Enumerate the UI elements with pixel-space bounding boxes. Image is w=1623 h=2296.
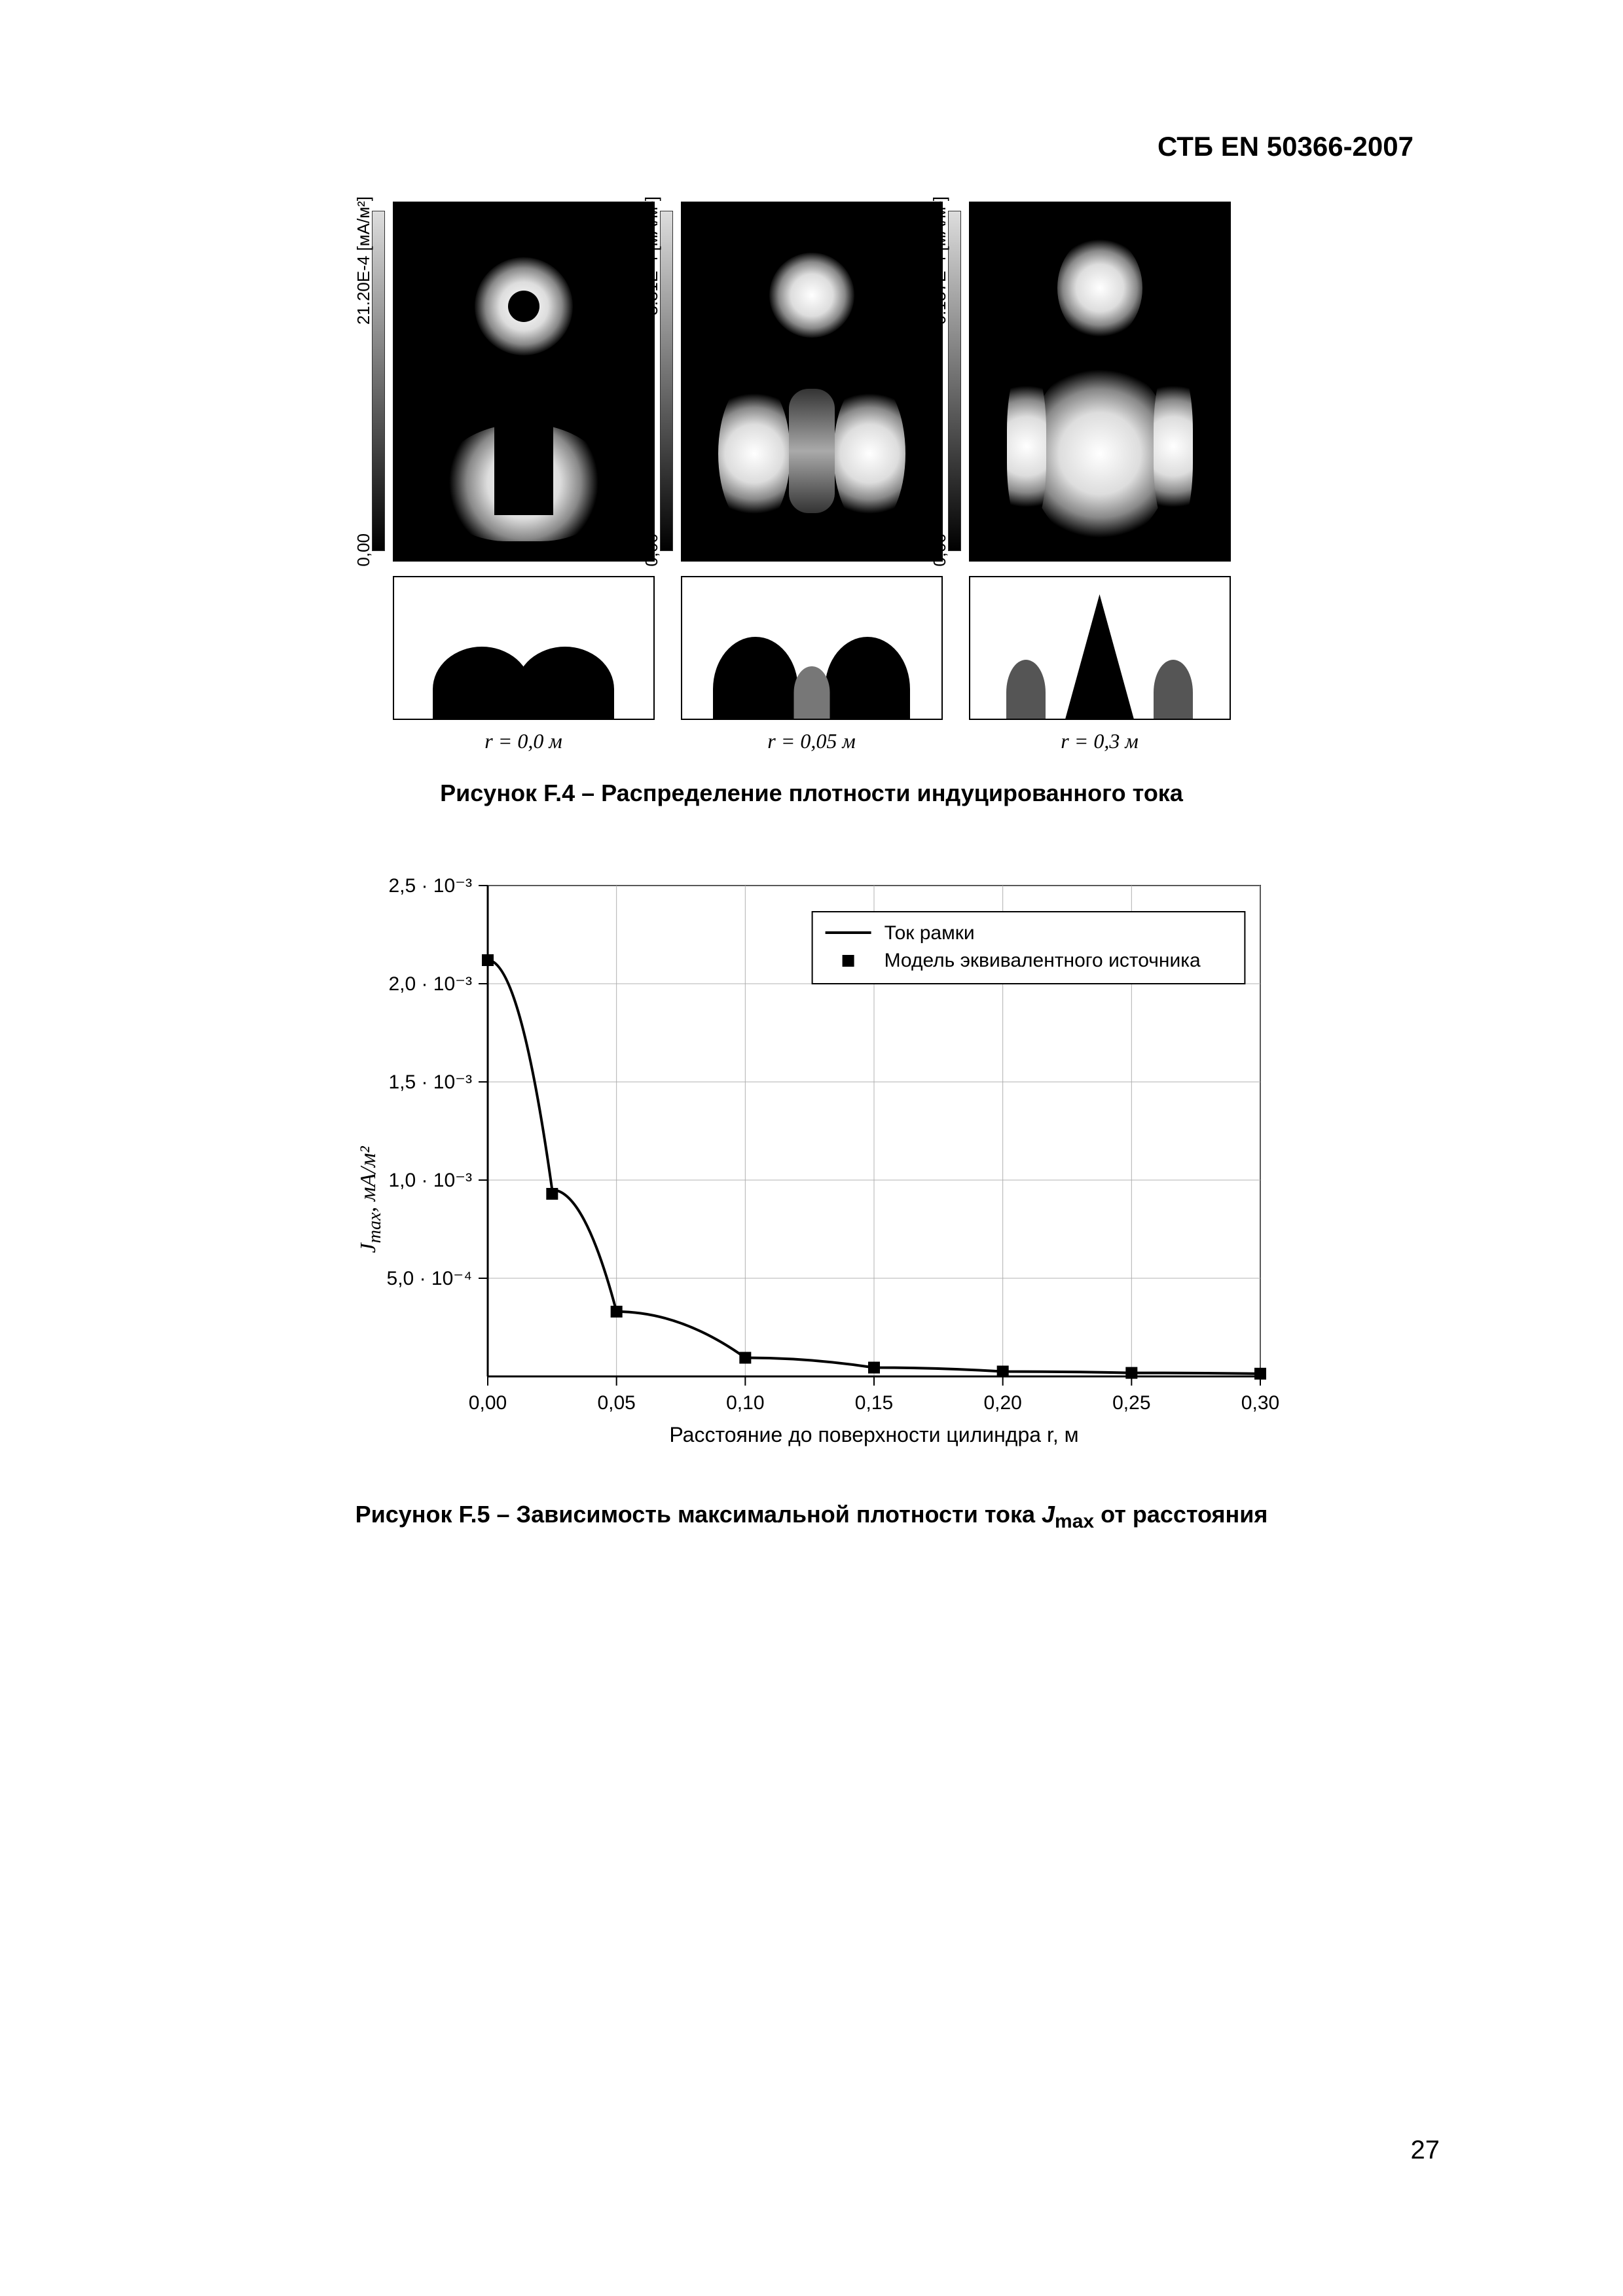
fig4-panel: 0.157E-4 [мА/м²] 0,00 r = 0,3 м <box>969 202 1231 753</box>
density-image <box>681 202 943 562</box>
svg-text:2,0 · 10⁻³: 2,0 · 10⁻³ <box>388 973 472 995</box>
svg-text:0,10: 0,10 <box>726 1392 764 1414</box>
svg-text:2,5 · 10⁻³: 2,5 · 10⁻³ <box>388 875 472 897</box>
colorbar-max: 3.31E-4 [мА/м²] <box>642 196 662 315</box>
fig4-panel: 3.31E-4 [мА/м²] 0,00 r = 0,05 м <box>681 202 943 753</box>
svg-text:1,5 · 10⁻³: 1,5 · 10⁻³ <box>388 1071 472 1093</box>
density-sub-image <box>681 576 943 720</box>
colorbar-max: 0.157E-4 [мА/м²] <box>930 196 950 325</box>
colorbar-min: 0,00 <box>642 533 662 567</box>
svg-text:0,25: 0,25 <box>1112 1392 1150 1414</box>
svg-text:Ток рамки: Ток рамки <box>884 922 974 944</box>
svg-text:1,0 · 10⁻³: 1,0 · 10⁻³ <box>388 1170 472 1191</box>
colorbar-min: 0,00 <box>354 533 374 567</box>
density-sub-image <box>969 576 1231 720</box>
svg-text:0,00: 0,00 <box>468 1392 506 1414</box>
figure-f4: 21.20E-4 [мА/м²] 0,00 r = 0,0 м 3.31E-4 … <box>393 202 1231 807</box>
r-label: r = 0,0 м <box>484 729 562 753</box>
chart-ylabel: Jmax, мА/м² <box>356 1146 386 1253</box>
colorbar-min: 0,00 <box>930 533 950 567</box>
r-label: r = 0,05 м <box>767 729 855 753</box>
figure-f4-caption: Рисунок F.4 – Распределение плотности ин… <box>393 780 1231 807</box>
svg-text:Модель эквивалентного источник: Модель эквивалентного источника <box>884 950 1200 971</box>
svg-text:Расстояние до поверхности цили: Расстояние до поверхности цилиндра r, м <box>669 1423 1078 1446</box>
svg-text:0,30: 0,30 <box>1241 1392 1279 1414</box>
svg-text:5,0 · 10⁻⁴: 5,0 · 10⁻⁴ <box>386 1268 471 1289</box>
figure-f5-caption: Рисунок F.5 – Зависимость максимальной п… <box>337 1501 1286 1533</box>
density-image <box>969 202 1231 562</box>
density-image <box>393 202 655 562</box>
document-id: СТБ EN 50366-2007 <box>170 131 1453 162</box>
svg-text:0,20: 0,20 <box>983 1392 1021 1414</box>
chart-f5: Jmax, мА/м² 0,00 0,05 0,10 0,15 0,20 0,25 0,30… <box>337 866 1286 1533</box>
fig4-panel: 21.20E-4 [мА/м²] 0,00 r = 0,0 м <box>393 202 655 753</box>
page-number: 27 <box>1411 2136 1440 2165</box>
r-label: r = 0,3 м <box>1061 729 1138 753</box>
svg-text:0,15: 0,15 <box>854 1392 892 1414</box>
svg-text:0,05: 0,05 <box>597 1392 635 1414</box>
colorbar-max: 21.20E-4 [мА/м²] <box>354 196 374 325</box>
density-sub-image <box>393 576 655 720</box>
